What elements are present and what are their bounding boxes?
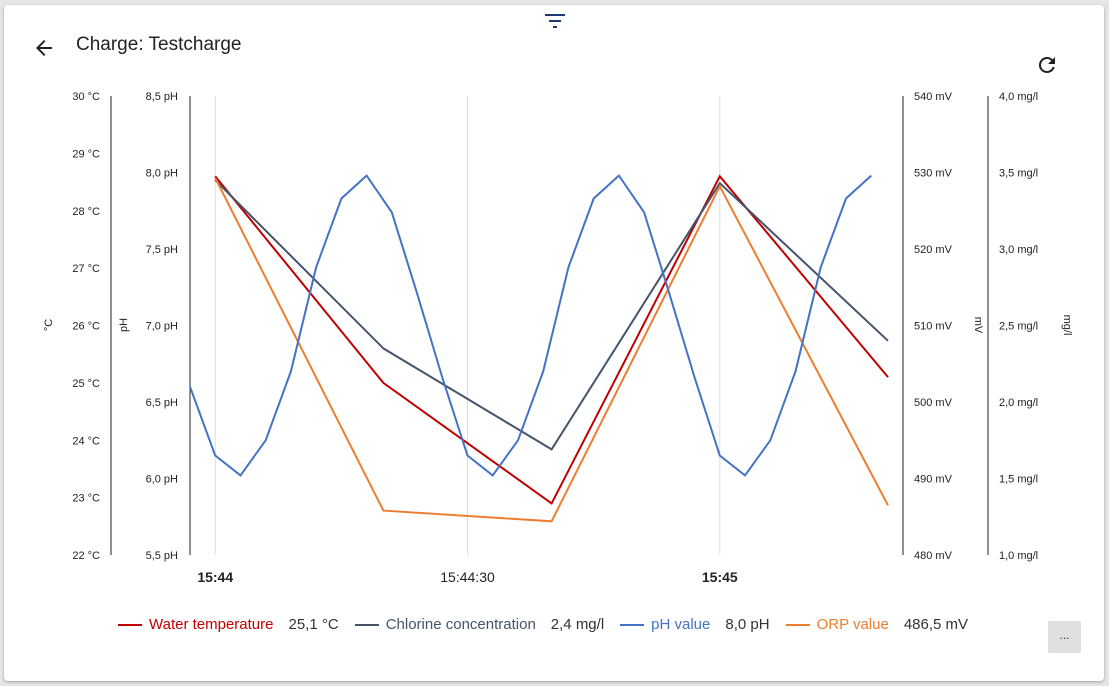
y-tick-label: 520 mV [914, 244, 953, 256]
axis-title-temp: °C [43, 319, 55, 331]
y-tick-label: 1,0 mg/l [999, 550, 1038, 562]
y-tick-label: 500 mV [914, 397, 953, 409]
more-button[interactable]: ... [1048, 621, 1081, 653]
y-tick-label: 30 °C [72, 91, 100, 103]
y-tick-label: 5,5 pH [146, 550, 178, 562]
y-tick-label: 7,5 pH [146, 244, 178, 256]
line-chart: 15:44 15:44:30 15:45 22 °C 23 °C 24 °C 25 °C 26… [43, 91, 1073, 585]
legend-label: Chlorine concentration [385, 616, 536, 633]
y-tick-label: 26 °C [72, 321, 100, 333]
legend-swatch [785, 623, 810, 626]
legend-value: 2,4 mg/l [550, 616, 605, 633]
legend-swatch [620, 623, 645, 626]
legend-item[interactable]: Water temperature 25,1 °C [118, 616, 339, 633]
y-tick-label: 23 °C [72, 493, 100, 505]
legend-value: 8,0 pH [725, 616, 770, 633]
axis-title-ph: pH [118, 318, 130, 332]
y-tick-label: 480 mV [914, 550, 953, 562]
legend-swatch [118, 623, 142, 626]
legend: Water temperature 25,1 °C Chlorine concent… [118, 616, 984, 633]
y-tick-label: 28 °C [72, 206, 100, 218]
filter-icon[interactable] [543, 11, 567, 31]
y-tick-label: 4,0 mg/l [999, 91, 1038, 103]
y-tick-label: 3,0 mg/l [999, 244, 1038, 256]
y-tick-label: 490 mV [914, 474, 953, 486]
legend-swatch [354, 623, 379, 626]
legend-value: 486,5 mV [903, 616, 969, 633]
series-line-ph-value [189, 174, 872, 477]
x-tick-label: 15:44:30 [440, 569, 495, 585]
y-tick-label: 2,5 mg/l [999, 321, 1038, 333]
y-tick-label: 530 mV [914, 168, 953, 180]
y-tick-label: 540 mV [914, 91, 953, 103]
y-tick-label: 3,5 mg/l [999, 168, 1038, 180]
axis-title-orp: mV [972, 317, 984, 334]
chart-card [4, 5, 1104, 681]
y-tick-label: 27 °C [72, 263, 100, 275]
y-tick-label: 24 °C [72, 435, 100, 447]
series-line-water-temperature [214, 174, 889, 505]
y-tick-label: 6,0 pH [146, 474, 178, 486]
legend-label: Water temperature [149, 616, 274, 633]
y-tick-label: 510 mV [914, 321, 953, 333]
y-tick-label: 29 °C [72, 148, 100, 160]
legend-label: ORP value [816, 616, 889, 633]
legend-item[interactable]: pH value 8,0 pH [620, 616, 770, 633]
legend-label: pH value [651, 616, 711, 633]
legend-item[interactable]: ORP value 486,5 mV [785, 616, 969, 633]
y-tick-label: 8,0 pH [146, 168, 178, 180]
y-tick-label: 2,0 mg/l [999, 397, 1038, 409]
y-tick-label: 8,5 pH [146, 91, 178, 103]
legend-value: 25,1 °C [288, 616, 339, 633]
y-tick-label: 25 °C [72, 378, 100, 390]
axis-title-cl: mg/l [1061, 315, 1073, 336]
y-tick-label: 7,0 pH [146, 321, 178, 333]
y-tick-label: 6,5 pH [146, 397, 178, 409]
y-tick-label: 22 °C [72, 550, 100, 562]
series-line-orp-value [214, 177, 889, 523]
series-line-chlorine-concentration [214, 179, 889, 451]
legend-item[interactable]: Chlorine concentration 2,4 mg/l [354, 616, 605, 633]
x-tick-label: 15:45 [702, 569, 738, 585]
page-title: Charge: Testcharge [76, 34, 242, 55]
y-tick-label: 1,5 mg/l [999, 474, 1038, 486]
arrow-left-icon[interactable] [32, 36, 56, 60]
x-tick-label: 15:44 [197, 569, 233, 585]
